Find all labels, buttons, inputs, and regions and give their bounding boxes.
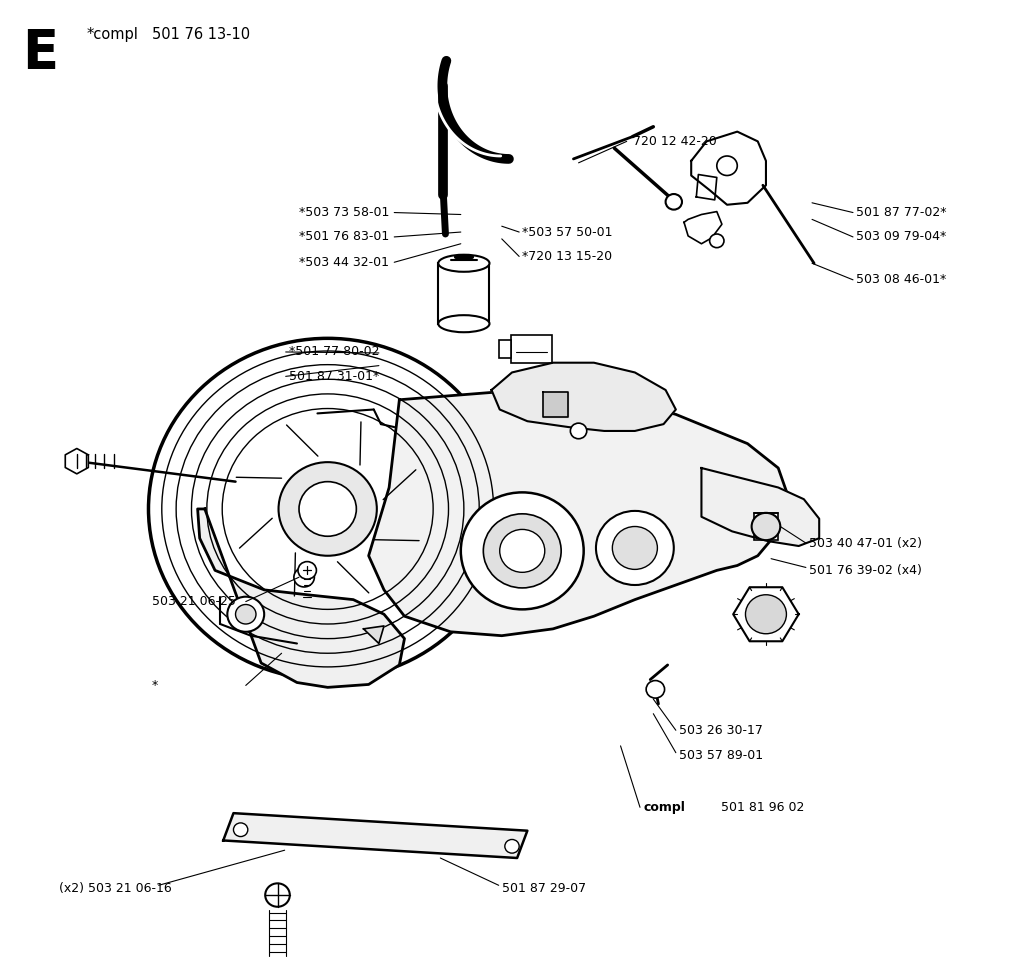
- Circle shape: [233, 823, 248, 837]
- Text: 503 57 89-01: 503 57 89-01: [679, 749, 763, 762]
- Circle shape: [745, 595, 786, 634]
- FancyBboxPatch shape: [438, 263, 489, 324]
- Circle shape: [596, 511, 674, 585]
- Polygon shape: [696, 175, 717, 200]
- Text: 503 08 46-01*: 503 08 46-01*: [856, 273, 946, 287]
- Circle shape: [227, 597, 264, 632]
- Text: 501 76 13-10: 501 76 13-10: [152, 27, 250, 42]
- Polygon shape: [198, 509, 404, 687]
- Text: 503 40 47-01 (x2): 503 40 47-01 (x2): [809, 536, 922, 550]
- Circle shape: [298, 562, 316, 579]
- Polygon shape: [223, 813, 527, 858]
- Circle shape: [612, 526, 657, 569]
- Circle shape: [666, 194, 682, 210]
- Polygon shape: [364, 626, 384, 644]
- Bar: [754, 513, 778, 540]
- Circle shape: [299, 482, 356, 536]
- Circle shape: [717, 156, 737, 176]
- Ellipse shape: [438, 254, 489, 272]
- Circle shape: [500, 529, 545, 572]
- Text: 501 87 77-02*: 501 87 77-02*: [856, 206, 946, 219]
- Circle shape: [710, 234, 724, 248]
- Text: *503 44 32-01: *503 44 32-01: [299, 255, 389, 269]
- Polygon shape: [369, 390, 788, 636]
- Polygon shape: [543, 392, 568, 417]
- Circle shape: [236, 604, 256, 624]
- Text: *501 76 83-01: *501 76 83-01: [299, 230, 389, 244]
- Text: 501 81 96 02: 501 81 96 02: [717, 800, 804, 814]
- Text: *503 73 58-01: *503 73 58-01: [299, 206, 389, 219]
- Text: 720 12 42-20: 720 12 42-20: [633, 135, 717, 148]
- Polygon shape: [701, 468, 819, 546]
- Text: *720 13 15-20: *720 13 15-20: [522, 250, 612, 263]
- Text: 503 09 79-04*: 503 09 79-04*: [856, 230, 946, 244]
- Polygon shape: [691, 132, 766, 205]
- Text: (x2) 503 21 06-16: (x2) 503 21 06-16: [59, 881, 172, 895]
- Circle shape: [148, 338, 507, 680]
- Circle shape: [752, 513, 780, 540]
- Text: *: *: [152, 679, 158, 692]
- Circle shape: [483, 514, 561, 588]
- Polygon shape: [733, 587, 799, 642]
- Text: compl: compl: [643, 800, 685, 814]
- Polygon shape: [684, 212, 722, 244]
- Text: 503 26 30-17: 503 26 30-17: [679, 723, 763, 737]
- Text: *501 77 80-02: *501 77 80-02: [289, 345, 379, 359]
- Polygon shape: [66, 448, 88, 474]
- Circle shape: [505, 839, 519, 853]
- Circle shape: [279, 462, 377, 556]
- Text: *503 57 50-01: *503 57 50-01: [522, 225, 612, 239]
- Circle shape: [265, 883, 290, 907]
- Polygon shape: [492, 363, 676, 431]
- Circle shape: [294, 567, 314, 587]
- Ellipse shape: [438, 315, 489, 332]
- Bar: [499, 340, 511, 358]
- Circle shape: [570, 423, 587, 439]
- Text: 501 76 39-02 (x4): 501 76 39-02 (x4): [809, 564, 922, 577]
- Circle shape: [461, 492, 584, 609]
- Text: 503 21 06-25: 503 21 06-25: [152, 595, 236, 608]
- Text: *compl: *compl: [87, 27, 139, 42]
- Bar: [511, 335, 552, 363]
- Text: 501 87 31-01*: 501 87 31-01*: [289, 370, 379, 383]
- Circle shape: [646, 681, 665, 698]
- Text: E: E: [23, 27, 58, 79]
- Text: 501 87 29-07: 501 87 29-07: [502, 881, 586, 895]
